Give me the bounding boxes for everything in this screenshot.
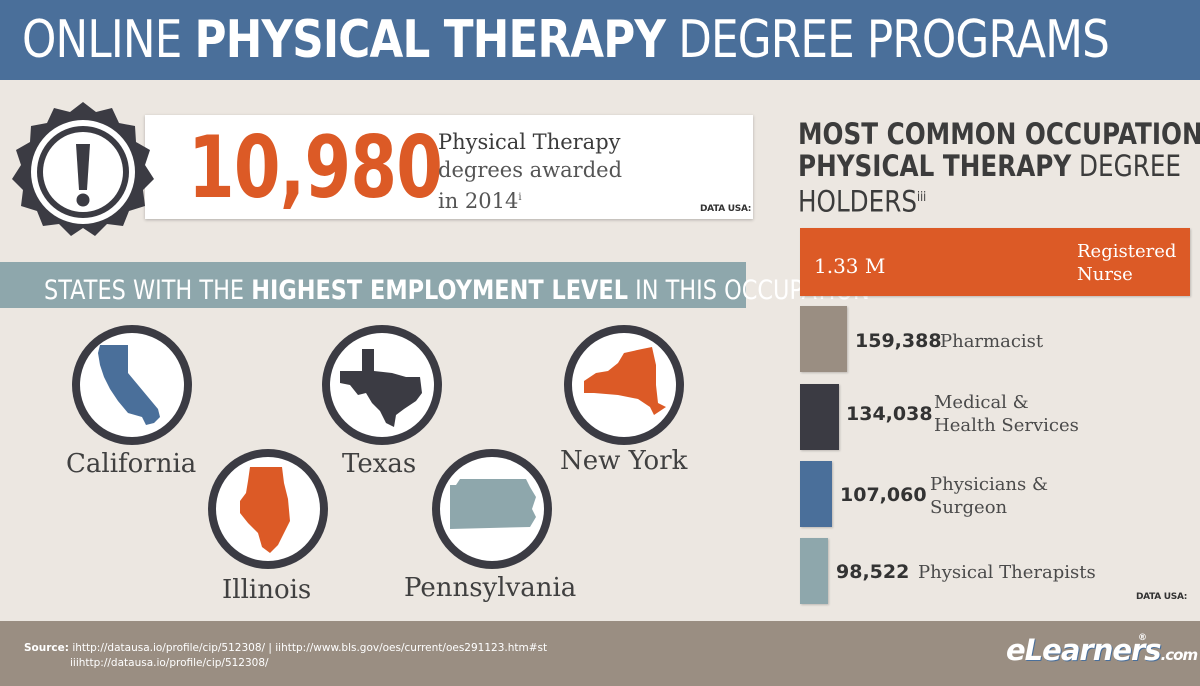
bar-value-physical-therapists: 98,522 <box>836 561 910 583</box>
source-link-3[interactable]: iiihttp://datausa.io/profile/cip/512308/ <box>70 657 269 669</box>
state-label-new-york: New York <box>560 446 688 476</box>
california-map-icon <box>72 325 192 445</box>
stat-note: i <box>518 192 522 203</box>
bar-label-registered-nurse: Registered Nurse <box>1077 240 1176 286</box>
occupations-source: DATA USA: <box>1136 592 1188 602</box>
title-bold: PHYSICAL THERAPY <box>194 10 666 70</box>
bar-value-physicians-surgeon: 107,060 <box>840 484 927 506</box>
bar-label-pharmacist: Pharmacist <box>940 331 1044 352</box>
exclamation-badge-icon <box>12 102 154 236</box>
stat-line-3: in 2014 <box>438 189 519 213</box>
bar-physicians-surgeon <box>800 461 832 527</box>
pennsylvania-map-icon <box>432 449 552 569</box>
title-suffix: DEGREE PROGRAMS <box>678 10 1110 70</box>
logo-main: Learners <box>1024 633 1162 667</box>
bar-value-registered-nurse: 1.33 M <box>814 254 886 278</box>
logo-reg: ® <box>1138 633 1147 643</box>
bar-pharmacist <box>800 306 847 372</box>
elearners-logo[interactable]: eLearners.com ® <box>1006 633 1199 667</box>
occupations-title-line-3: HOLDERS <box>798 184 918 219</box>
new-york-map-icon <box>564 325 684 445</box>
header-bar: ONLINE PHYSICAL THERAPY DEGREE PROGRAMS <box>0 0 1200 80</box>
occupations-title-line-1: MOST COMMON OCCUPATIONS <box>798 117 1200 151</box>
stat-line-1: Physical Therapy <box>438 130 621 154</box>
bar-label-physical-therapists: Physical Therapists <box>918 562 1096 583</box>
state-label-illinois: Illinois <box>222 575 312 605</box>
bar-label-medical-health: Medical & Health Services <box>934 391 1079 437</box>
page-title: ONLINE PHYSICAL THERAPY DEGREE PROGRAMS <box>22 6 1110 74</box>
logo-com: .com <box>1160 646 1199 664</box>
bar-label-line-1: Medical & <box>934 392 1029 413</box>
logo-e: e <box>1006 633 1026 667</box>
bar-label-line-2: Surgeon <box>930 497 1008 518</box>
state-label-pennsylvania: Pennsylvania <box>404 573 577 603</box>
bar-label-line-1: Registered <box>1077 241 1177 262</box>
bar-value-pharmacist: 159,388 <box>855 330 942 352</box>
bar-value-medical-health: 134,038 <box>846 403 933 425</box>
texas-map-icon <box>322 325 442 445</box>
stat-line-2: degrees awarded <box>438 158 623 182</box>
state-label-texas: Texas <box>342 449 417 479</box>
occupations-title-bold: PHYSICAL THERAPY <box>798 149 1072 183</box>
bar-label-physicians-surgeon: Physicians & Surgeon <box>930 473 1048 519</box>
title-prefix: ONLINE <box>22 10 182 70</box>
bar-label-line-2: Nurse <box>1077 264 1133 285</box>
footer-bar: Source: ihttp://datausa.io/profile/cip/5… <box>0 621 1200 686</box>
state-label-california: California <box>66 449 197 479</box>
illinois-map-icon <box>208 449 328 569</box>
bar-label-line-1: Physicians & <box>930 474 1049 495</box>
occupations-title: MOST COMMON OCCUPATIONS PHYSICAL THERAPY… <box>798 118 1200 218</box>
bar-physical-therapists <box>800 538 828 604</box>
occupations-title-line-2: DEGREE <box>1079 149 1181 183</box>
states-banner-text: STATES WITH THE HIGHEST EMPLOYMENT LEVEL… <box>44 269 875 307</box>
stat-card <box>145 115 753 219</box>
source-label: Source: <box>24 642 69 654</box>
sources: Source: ihttp://datausa.io/profile/cip/5… <box>24 641 547 671</box>
bar-label-line-2: Health Services <box>934 415 1079 436</box>
occupations-note: iii <box>917 190 927 205</box>
bar-medical-health <box>800 384 839 450</box>
banner-bold: HIGHEST EMPLOYMENT LEVEL <box>251 275 628 306</box>
stat-description: Physical Therapy degrees awarded in 2014… <box>438 128 622 215</box>
bar-registered-nurse <box>800 228 1190 296</box>
states-banner: STATES WITH THE HIGHEST EMPLOYMENT LEVEL… <box>0 262 875 308</box>
stat-source: DATA USA: <box>700 204 752 214</box>
degrees-count: 10,980 <box>188 118 443 218</box>
banner-prefix: STATES WITH THE <box>44 275 245 306</box>
source-link-1[interactable]: ihttp://datausa.io/profile/cip/512308/ |… <box>72 642 548 654</box>
